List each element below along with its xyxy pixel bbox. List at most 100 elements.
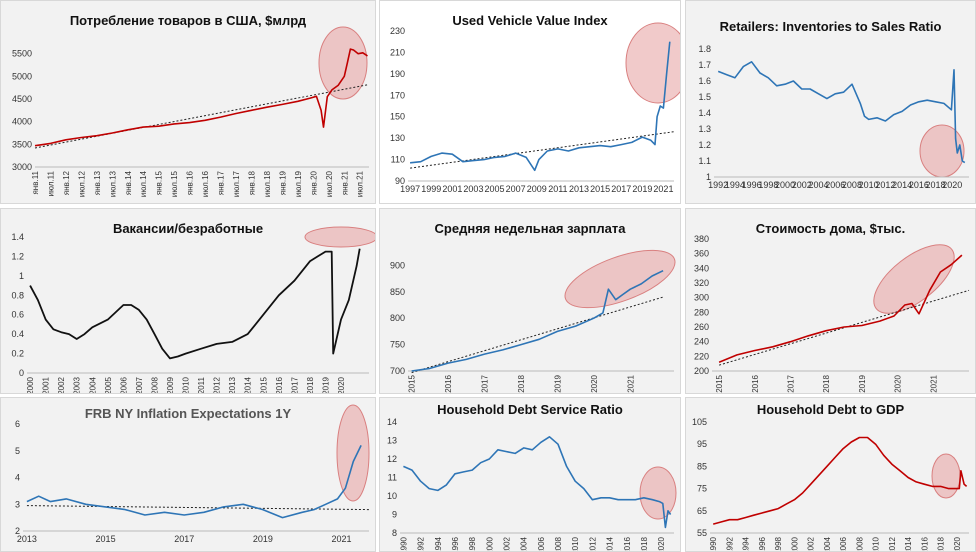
x-tick-label: 2012 <box>588 536 597 552</box>
chart-panel-debt-gdp: Household Debt to GDP 55 65 75 85 95 105 1990 1… <box>685 397 976 552</box>
chart-panel-weekly-wage: Средняя недельная зарплата 700 750 800 850 9… <box>379 208 681 394</box>
x-tick-label: 1998 <box>468 536 477 552</box>
highlight-ellipse <box>336 404 370 502</box>
x-tick-label: янв.20 <box>309 170 318 195</box>
x-tick-label: 2016 <box>444 374 453 392</box>
series-line <box>403 435 672 529</box>
x-tick-label: 2019 <box>553 374 562 392</box>
y-tick-label: 1 <box>706 172 711 182</box>
y-tick-label: 1.3 <box>698 124 711 134</box>
chart-panel-debt-service: Household Debt Service Ratio 8 9 10 11 12 13 1… <box>379 397 681 552</box>
y-tick-label: 360 <box>694 249 709 259</box>
x-tick-label: 2011 <box>548 184 567 194</box>
highlight-ellipse <box>639 466 677 520</box>
x-tick-label: 2008 <box>842 180 862 190</box>
x-tick-label: 1994 <box>434 536 443 552</box>
y-tick-label: 12 <box>387 454 397 464</box>
chart-svg: 700 750 800 850 900 2015 2016 2017 2018 2019 2020 2… <box>390 249 676 393</box>
y-tick-label: 1.6 <box>698 76 711 86</box>
y-tick-label: 65 <box>697 506 707 516</box>
y-tick-label: 1.8 <box>698 44 711 54</box>
y-tick-label: 1 <box>19 271 24 281</box>
x-tick-label: 2007 <box>506 184 526 194</box>
y-tick-label: 300 <box>694 293 709 303</box>
y-tick-label: 0.4 <box>11 329 24 339</box>
x-tick-label: янв.12 <box>62 170 71 195</box>
x-tick-label: 1997 <box>400 184 420 194</box>
x-tick-label: июл.14 <box>139 170 148 197</box>
x-tick-label: 2013 <box>228 376 237 394</box>
chart-svg: 2 3 4 5 6 2013 2015 2017 2019 2021 <box>15 404 370 544</box>
trend-line <box>34 84 370 149</box>
x-tick-label: янв.15 <box>155 170 164 195</box>
x-tick-label: 2018 <box>937 536 946 552</box>
x-tick-label: 1996 <box>758 536 767 552</box>
y-tick-label: 4 <box>15 473 20 483</box>
x-tick-label: июл.17 <box>232 170 241 197</box>
y-tick-label: 105 <box>692 417 707 427</box>
highlight-ellipse <box>931 453 961 499</box>
chart-title: Стоимость дома, $тыс. <box>755 221 906 236</box>
chart-title: Household Debt to GDP <box>756 402 905 417</box>
x-tick-label: 2017 <box>174 534 194 544</box>
highlight-ellipse <box>873 244 955 314</box>
x-tick-label: 2015 <box>715 374 724 392</box>
chart-panel-consumption: Потребление товаров в США, $млрд 3000 350… <box>0 0 376 204</box>
x-tick-label: июл.20 <box>325 170 334 197</box>
x-tick-label: 2016 <box>275 376 284 394</box>
y-tick-label: 11 <box>388 473 397 483</box>
y-tick-label: 13 <box>387 436 397 446</box>
x-tick-label: 2020 <box>953 536 962 552</box>
x-tick-label: 2005 <box>104 376 113 394</box>
series-line <box>718 254 963 363</box>
chart-svg: 0 0.2 0.4 0.6 0.8 1 1.2 1.4 2000 2001 2002 2003 2004… <box>11 226 375 394</box>
x-tick-label: 2014 <box>606 536 615 552</box>
chart-panel-vacancies: Вакансии/безработные 0 0.2 0.4 0.6 0.8 1 1.2 1.… <box>0 208 376 394</box>
chart-svg: 3000 3500 4000 4500 5000 5500 янв.11 июл.11 янв.… <box>12 26 370 197</box>
x-tick-label: 2015 <box>96 534 116 544</box>
x-tick-label: 1999 <box>421 184 441 194</box>
x-tick-label: 2003 <box>463 184 483 194</box>
y-tick-label: 750 <box>390 340 405 350</box>
x-tick-label: янв.21 <box>340 170 349 195</box>
x-tick-label: 1990 <box>399 536 408 552</box>
y-tick-label: 0.2 <box>11 349 24 359</box>
x-tick-label: 2004 <box>823 536 832 552</box>
x-tick-label: 2011 <box>197 376 206 394</box>
x-tick-label: 2019 <box>858 374 867 392</box>
x-tick-label: 2009 <box>527 184 547 194</box>
x-tick-label: 2020 <box>337 376 346 394</box>
y-tick-label: 14 <box>387 417 397 427</box>
x-tick-label: 2006 <box>825 180 845 190</box>
y-tick-label: 9 <box>392 510 397 520</box>
x-tick-label: июл.15 <box>170 170 179 197</box>
x-tick-label: 2010 <box>571 536 580 552</box>
y-tick-label: 130 <box>390 133 405 143</box>
y-tick-label: 900 <box>390 260 405 270</box>
x-tick-label: июл.19 <box>294 170 303 197</box>
x-tick-label: 2016 <box>751 374 760 392</box>
chart-panel-home-value: Стоимость дома, $тыс. 200 220 240 260 280 300… <box>685 208 976 394</box>
y-tick-label: 850 <box>390 287 405 297</box>
x-tick-label: 2008 <box>150 376 159 394</box>
trend-line <box>26 505 370 511</box>
x-tick-label: 2006 <box>537 536 546 552</box>
x-tick-label: 2019 <box>632 184 652 194</box>
y-tick-label: 110 <box>391 155 405 165</box>
series-line <box>717 60 966 164</box>
x-tick-label: янв.13 <box>93 170 102 195</box>
x-tick-label: 2021 <box>653 184 673 194</box>
x-tick-label: 2015 <box>590 184 610 194</box>
x-tick-label: янв.19 <box>278 170 287 195</box>
series-line <box>411 269 664 372</box>
y-tick-label: 320 <box>694 278 709 288</box>
series-line <box>712 436 968 525</box>
x-tick-label: 2000 <box>775 180 795 190</box>
x-tick-label: 1992 <box>417 536 426 552</box>
x-tick-label: июл.12 <box>77 170 86 197</box>
x-tick-label: янв.11 <box>31 170 40 194</box>
x-tick-label: 2005 <box>485 184 505 194</box>
x-tick-label: 2017 <box>290 376 299 394</box>
x-tick-label: 2002 <box>503 536 512 552</box>
